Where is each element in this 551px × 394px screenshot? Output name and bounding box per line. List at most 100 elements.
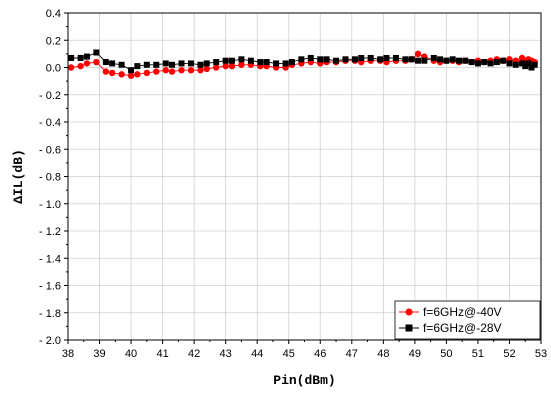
data-point-series-2 [383,54,390,61]
data-point-series-2 [351,56,358,63]
data-point-series-1 [222,62,229,70]
y-tick-label: 0.2 [46,35,61,47]
grid-layer [68,13,541,340]
data-point-series-2 [298,56,305,63]
data-point-series-2 [443,57,450,64]
x-tick-label: 41 [156,348,168,360]
data-point-series-2 [430,54,437,61]
data-point-series-2 [500,57,507,64]
data-point-series-1 [203,65,210,73]
data-point-series-2 [77,54,84,61]
data-point-series-2 [257,59,264,66]
data-point-series-2 [512,61,519,68]
x-tick-label: 45 [283,348,295,360]
data-point-series-1 [187,67,195,74]
data-point-series-2 [68,54,75,61]
y-axis-title: ΔIL(dB) [11,149,26,204]
data-point-series-2 [263,59,270,66]
tick-layer: 38 39 40 41 42 43 44 45 46 47 48 49 50 51 52 53 0.4 0.2 0.… [39,8,547,360]
series-layer [67,49,538,79]
x-tick-label: 48 [377,348,389,360]
data-point-series-1 [238,61,245,68]
y-tick-label: - 1.0 [39,199,61,211]
data-point-series-2 [197,61,204,68]
data-point-series-2 [273,60,280,67]
data-point-series-2 [481,59,488,66]
data-point-series-2 [462,57,469,64]
data-point-series-1 [118,71,125,78]
data-point-series-2 [487,60,494,67]
data-point-series-2 [519,60,526,67]
y-tick-label: 0.4 [46,8,61,20]
legend-marker-series-1 [405,308,413,316]
y-tick-label: - 2.0 [39,335,61,347]
x-tick-label: 39 [93,348,105,360]
data-point-series-2 [288,59,295,66]
data-point-series-1 [178,67,185,74]
legend-marker-series-2 [405,324,413,332]
legend-label-series-2: f=6GHz@-28V [423,321,502,335]
data-point-series-2 [531,61,538,68]
data-point-series-2 [102,59,109,66]
x-tick-label: 47 [346,348,358,360]
data-point-series-1 [83,60,91,67]
y-tick-label: - 1.6 [39,281,61,293]
x-tick-label: 43 [220,348,232,360]
legend: f=6GHz@-40V f=6GHz@-28V [394,300,541,340]
x-tick-label: 40 [125,348,137,360]
data-point-series-2 [323,56,330,63]
data-point-series-2 [474,60,481,67]
data-point-series-2 [392,54,399,61]
data-point-series-2 [468,59,475,66]
data-point-series-2 [247,57,254,64]
data-point-series-1 [77,62,84,70]
y-tick-label: - 0.2 [39,90,61,102]
x-tick-label: 38 [62,348,74,360]
data-point-series-2 [421,57,428,64]
data-point-series-2 [525,60,532,67]
data-point-series-2 [93,49,100,56]
data-point-series-2 [109,60,116,67]
data-point-series-2 [83,53,90,60]
data-point-series-2 [522,63,529,70]
data-point-series-2 [128,67,135,74]
data-point-series-2 [187,60,194,67]
legend-box [394,300,541,340]
data-point-series-1 [153,68,160,75]
x-tick-label: 51 [472,348,484,360]
y-tick-label: - 0.8 [39,172,61,184]
data-point-series-1 [213,64,220,71]
data-point-series-1 [93,58,100,66]
data-point-series-2 [162,60,169,67]
data-point-series-1 [168,68,176,75]
data-point-series-2 [493,59,500,66]
data-point-series-2 [153,61,160,68]
y-tick-label: - 0.4 [39,117,61,129]
data-point-series-2 [143,61,150,68]
x-tick-label: 52 [503,348,515,360]
data-point-series-1 [108,69,116,77]
data-point-series-2 [134,63,141,70]
data-point-series-2 [333,57,340,64]
data-point-series-2 [178,60,185,67]
data-point-series-2 [342,56,349,63]
data-point-series-2 [367,54,374,61]
data-point-series-2 [307,54,314,61]
data-point-series-2 [213,59,220,66]
y-tick-label: - 0.6 [39,144,61,156]
data-point-series-2 [282,60,289,67]
data-point-series-2 [449,56,456,63]
data-point-series-2 [415,57,422,64]
data-point-series-2 [169,61,176,68]
y-tick-label: - 1.2 [39,226,61,238]
x-tick-label: 46 [314,348,326,360]
data-point-series-2 [437,56,444,63]
y-tick-label: - 1.8 [39,308,61,320]
data-point-series-1 [162,67,169,74]
x-tick-label: 53 [535,348,547,360]
data-point-series-2 [528,64,535,71]
data-point-series-1 [67,64,75,71]
data-point-series-2 [377,56,384,63]
